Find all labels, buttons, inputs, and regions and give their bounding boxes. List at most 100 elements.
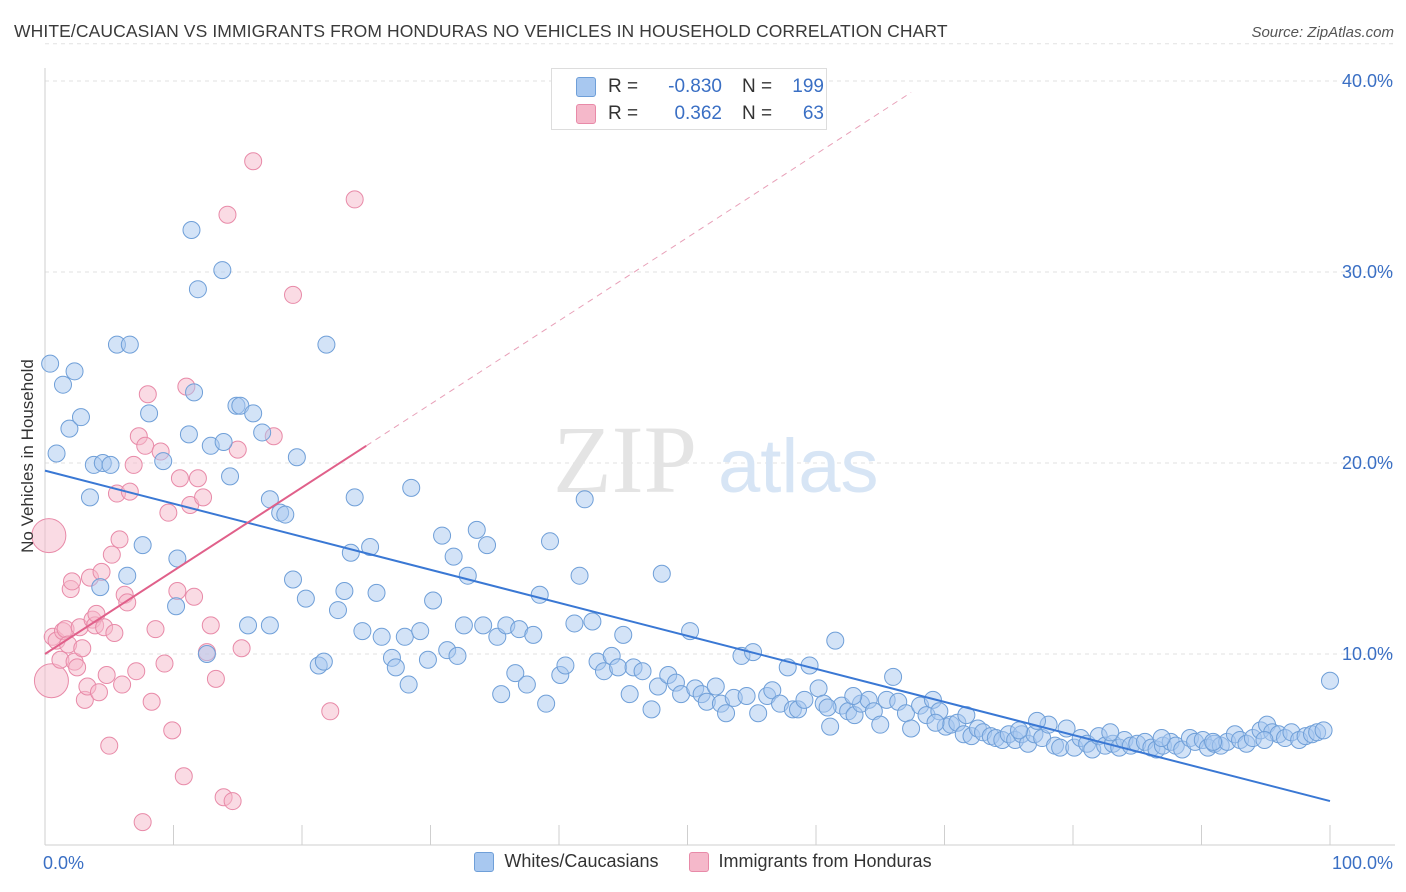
blue-point xyxy=(120,335,139,354)
blue-point xyxy=(614,625,633,644)
blue-point xyxy=(1314,721,1333,740)
blue-point xyxy=(179,425,198,444)
pink-point xyxy=(102,545,121,564)
blue-point xyxy=(53,375,72,394)
blue-point xyxy=(284,570,303,589)
pink-point xyxy=(110,530,129,549)
blue-point xyxy=(506,664,525,683)
y-tick-label: 40.0% xyxy=(1342,71,1393,91)
blue-point xyxy=(1321,671,1339,690)
blue-point xyxy=(1010,721,1029,740)
blue-point xyxy=(492,685,511,704)
blue-point xyxy=(91,578,110,597)
blue-point xyxy=(818,698,837,717)
legend-swatch-pink xyxy=(688,851,709,872)
legend-swatch-blue xyxy=(474,851,495,872)
axis-layer: 10.0% 20.0% 30.0% 40.0% 0.0% 100.0% xyxy=(43,68,1395,873)
blue-point xyxy=(717,704,736,723)
blue-point xyxy=(314,652,333,671)
stats-swatch-pink xyxy=(576,104,596,124)
blue-point xyxy=(335,581,354,600)
pink-point xyxy=(345,190,364,209)
blue-point xyxy=(609,658,628,677)
pink-point xyxy=(188,469,207,488)
pink-point xyxy=(97,666,116,685)
pink-point xyxy=(62,572,81,591)
blue-point xyxy=(80,488,99,507)
blue-point xyxy=(402,478,421,497)
legend-item-whites[interactable]: Whites/Caucasians xyxy=(474,851,659,872)
blue-point xyxy=(444,547,463,566)
pink-point xyxy=(142,692,161,711)
stats-r-label: R = xyxy=(608,103,639,124)
blue-point xyxy=(1152,729,1171,748)
blue-point xyxy=(826,631,845,650)
blue-point xyxy=(424,591,443,610)
stats-row-blue: R = -0.830 N = 199 xyxy=(576,76,824,98)
y-tick-label: 20.0% xyxy=(1342,453,1393,473)
grid-layer xyxy=(45,43,1395,655)
pink-point xyxy=(73,639,92,658)
pink-point xyxy=(124,455,143,474)
blue-point xyxy=(353,622,372,641)
pink-point xyxy=(201,616,220,635)
pink-point xyxy=(133,813,152,832)
blue-point xyxy=(345,488,364,507)
blue-point xyxy=(763,681,782,700)
blue-point xyxy=(168,549,187,568)
blue-point xyxy=(182,220,201,239)
pink-point xyxy=(113,675,132,694)
stats-swatch-blue xyxy=(576,77,596,97)
blue-point xyxy=(167,597,186,616)
pink-point xyxy=(185,587,204,606)
blue-point xyxy=(367,583,386,602)
pink-trend-line xyxy=(44,444,367,655)
pink-point xyxy=(284,285,303,304)
pink-point xyxy=(100,736,119,755)
blue-point xyxy=(1255,730,1274,749)
chart-legend: Whites/Caucasians Immigrants from Hondur… xyxy=(0,851,1406,872)
blue-point xyxy=(821,717,840,736)
blue-point xyxy=(260,616,279,635)
blue-point xyxy=(565,614,584,633)
blue-point xyxy=(884,667,903,686)
blue-point xyxy=(65,362,84,381)
x-tick-label: 100.0% xyxy=(1332,853,1393,873)
blue-point xyxy=(118,566,137,585)
blue-point xyxy=(361,538,380,557)
blue-point xyxy=(871,715,890,734)
stats-r-value: -0.830 xyxy=(668,76,722,97)
pink-point xyxy=(232,639,251,658)
blue-point xyxy=(60,419,79,438)
blue-point xyxy=(795,690,814,709)
blue-point xyxy=(296,589,315,608)
stats-row-pink: R = 0.362 N = 63 xyxy=(576,103,824,125)
blue-point xyxy=(133,536,152,555)
pink-point xyxy=(163,721,182,740)
blue-point xyxy=(140,404,159,423)
blue-point xyxy=(556,656,575,675)
pink-point xyxy=(218,205,237,224)
blue-point xyxy=(287,448,306,467)
blue-point xyxy=(411,622,430,641)
trend-lines xyxy=(44,92,1331,803)
stats-box: R = -0.830 N = 199 R = 0.362 N = 63 xyxy=(551,68,827,130)
blue-point xyxy=(47,444,66,463)
pink-point xyxy=(146,620,165,639)
blue-point xyxy=(575,490,594,509)
blue-point xyxy=(244,404,263,423)
x-tick-label: 0.0% xyxy=(43,853,84,873)
watermark-zip: ZIP xyxy=(553,406,697,513)
blue-point xyxy=(41,354,60,373)
blue-point xyxy=(648,677,667,696)
blue-point xyxy=(253,423,272,442)
stats-n-value: 199 xyxy=(792,76,824,97)
blue-point xyxy=(185,383,204,402)
pink-point xyxy=(155,654,174,673)
legend-item-honduras[interactable]: Immigrants from Honduras xyxy=(688,851,932,872)
pink-point xyxy=(223,792,242,811)
blue-point xyxy=(902,719,921,738)
blue-point xyxy=(154,452,173,471)
stats-n-label: N = xyxy=(742,76,773,97)
